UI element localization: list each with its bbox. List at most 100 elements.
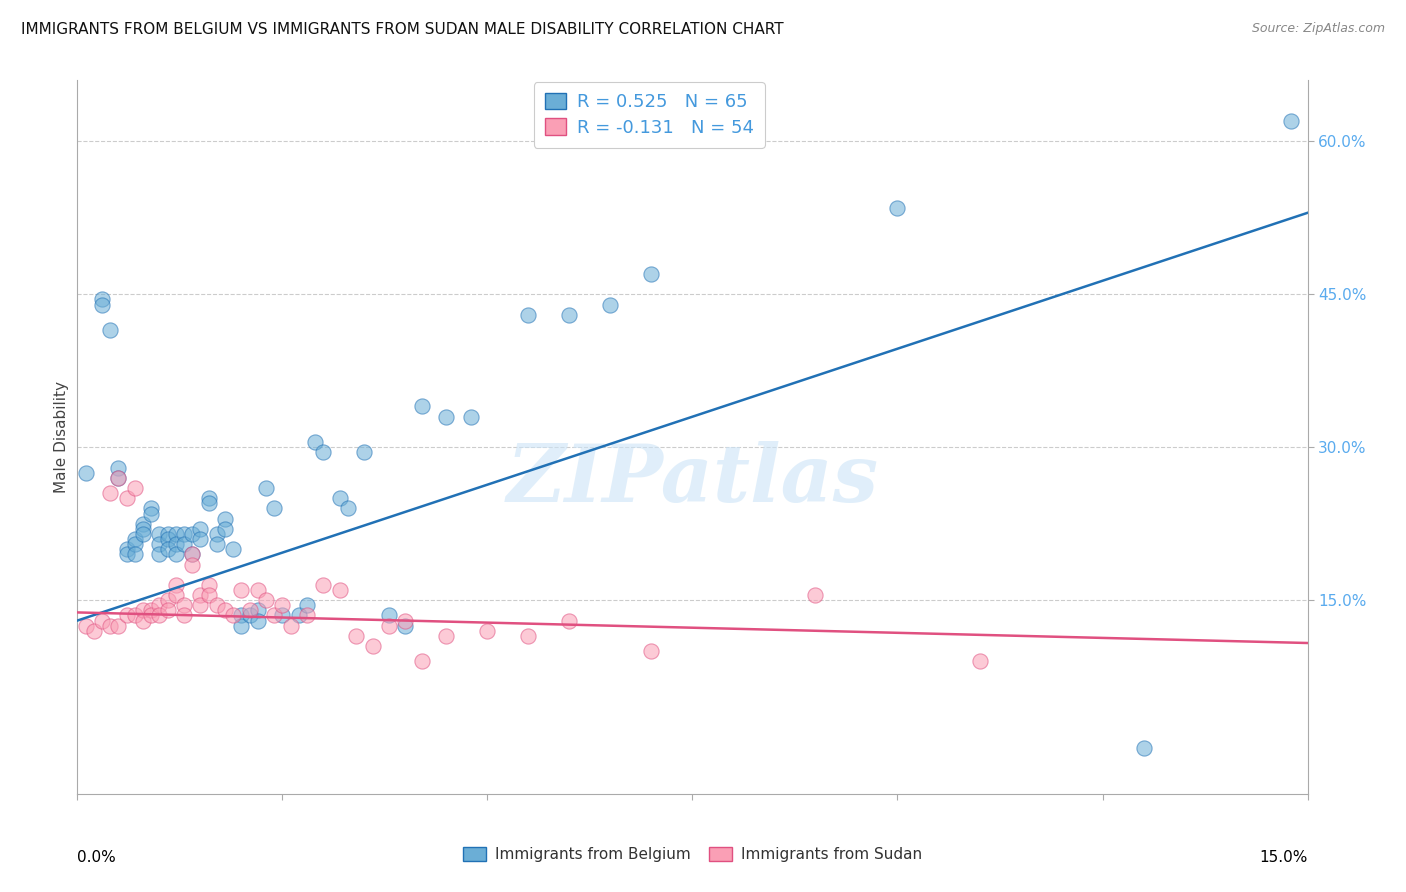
Point: [329, 582, 352, 597]
Point: [181, 558, 204, 572]
Point: [90, 297, 114, 311]
Point: [599, 297, 621, 311]
Point: [181, 547, 204, 561]
Point: [165, 537, 187, 551]
Point: [558, 308, 581, 322]
Point: [231, 582, 253, 597]
Point: [83, 624, 105, 638]
Point: [156, 542, 179, 557]
Point: [329, 491, 352, 506]
Point: [517, 308, 540, 322]
Point: [141, 608, 163, 623]
Point: [197, 578, 219, 592]
Point: [436, 409, 458, 424]
Point: [304, 435, 326, 450]
Point: [222, 542, 245, 557]
Point: [98, 618, 121, 632]
Point: [173, 537, 195, 551]
Point: [75, 618, 97, 632]
Y-axis label: Male Disability: Male Disability: [53, 381, 69, 493]
Point: [75, 466, 97, 480]
Point: [280, 618, 302, 632]
Point: [90, 614, 114, 628]
Point: [214, 603, 236, 617]
Text: 15.0%: 15.0%: [1260, 850, 1308, 865]
Point: [1279, 114, 1302, 128]
Point: [222, 608, 245, 623]
Point: [239, 603, 262, 617]
Point: [969, 654, 991, 668]
Point: [124, 537, 146, 551]
Point: [188, 599, 212, 613]
Point: [288, 608, 311, 623]
Point: [156, 603, 179, 617]
Text: Source: ZipAtlas.com: Source: ZipAtlas.com: [1251, 22, 1385, 36]
Point: [156, 527, 179, 541]
Point: [132, 614, 155, 628]
Point: [141, 603, 163, 617]
Point: [148, 547, 170, 561]
Point: [254, 481, 277, 495]
Point: [436, 629, 458, 643]
Point: [173, 527, 195, 541]
Point: [205, 527, 228, 541]
Point: [205, 537, 228, 551]
Point: [197, 496, 219, 510]
Point: [124, 608, 146, 623]
Point: [107, 618, 129, 632]
Point: [394, 618, 416, 632]
Point: [173, 599, 195, 613]
Text: ZIPatlas: ZIPatlas: [506, 442, 879, 518]
Point: [141, 507, 163, 521]
Point: [411, 400, 433, 414]
Point: [312, 445, 335, 459]
Point: [886, 201, 908, 215]
Point: [165, 578, 187, 592]
Point: [90, 293, 114, 307]
Point: [378, 618, 401, 632]
Point: [295, 608, 318, 623]
Point: [197, 491, 219, 506]
Point: [181, 527, 204, 541]
Point: [98, 323, 121, 337]
Text: 0.0%: 0.0%: [77, 850, 117, 865]
Point: [517, 629, 540, 643]
Point: [165, 527, 187, 541]
Point: [804, 588, 827, 602]
Point: [173, 608, 195, 623]
Point: [271, 599, 294, 613]
Point: [214, 522, 236, 536]
Point: [115, 542, 138, 557]
Point: [115, 547, 138, 561]
Point: [188, 588, 212, 602]
Point: [124, 532, 146, 546]
Point: [181, 547, 204, 561]
Text: IMMIGRANTS FROM BELGIUM VS IMMIGRANTS FROM SUDAN MALE DISABILITY CORRELATION CHA: IMMIGRANTS FROM BELGIUM VS IMMIGRANTS FR…: [21, 22, 783, 37]
Point: [148, 537, 170, 551]
Point: [1132, 741, 1154, 756]
Point: [460, 409, 482, 424]
Point: [263, 501, 285, 516]
Legend: Immigrants from Belgium, Immigrants from Sudan: Immigrants from Belgium, Immigrants from…: [457, 841, 928, 868]
Point: [246, 582, 269, 597]
Point: [263, 608, 285, 623]
Point: [477, 624, 499, 638]
Point: [271, 608, 294, 623]
Point: [141, 501, 163, 516]
Point: [558, 614, 581, 628]
Point: [156, 593, 179, 607]
Point: [312, 578, 335, 592]
Point: [411, 654, 433, 668]
Point: [115, 491, 138, 506]
Point: [344, 629, 367, 643]
Point: [231, 608, 253, 623]
Point: [148, 527, 170, 541]
Point: [188, 522, 212, 536]
Point: [246, 614, 269, 628]
Point: [156, 532, 179, 546]
Point: [640, 267, 662, 281]
Point: [165, 588, 187, 602]
Point: [239, 608, 262, 623]
Point: [148, 608, 170, 623]
Point: [246, 603, 269, 617]
